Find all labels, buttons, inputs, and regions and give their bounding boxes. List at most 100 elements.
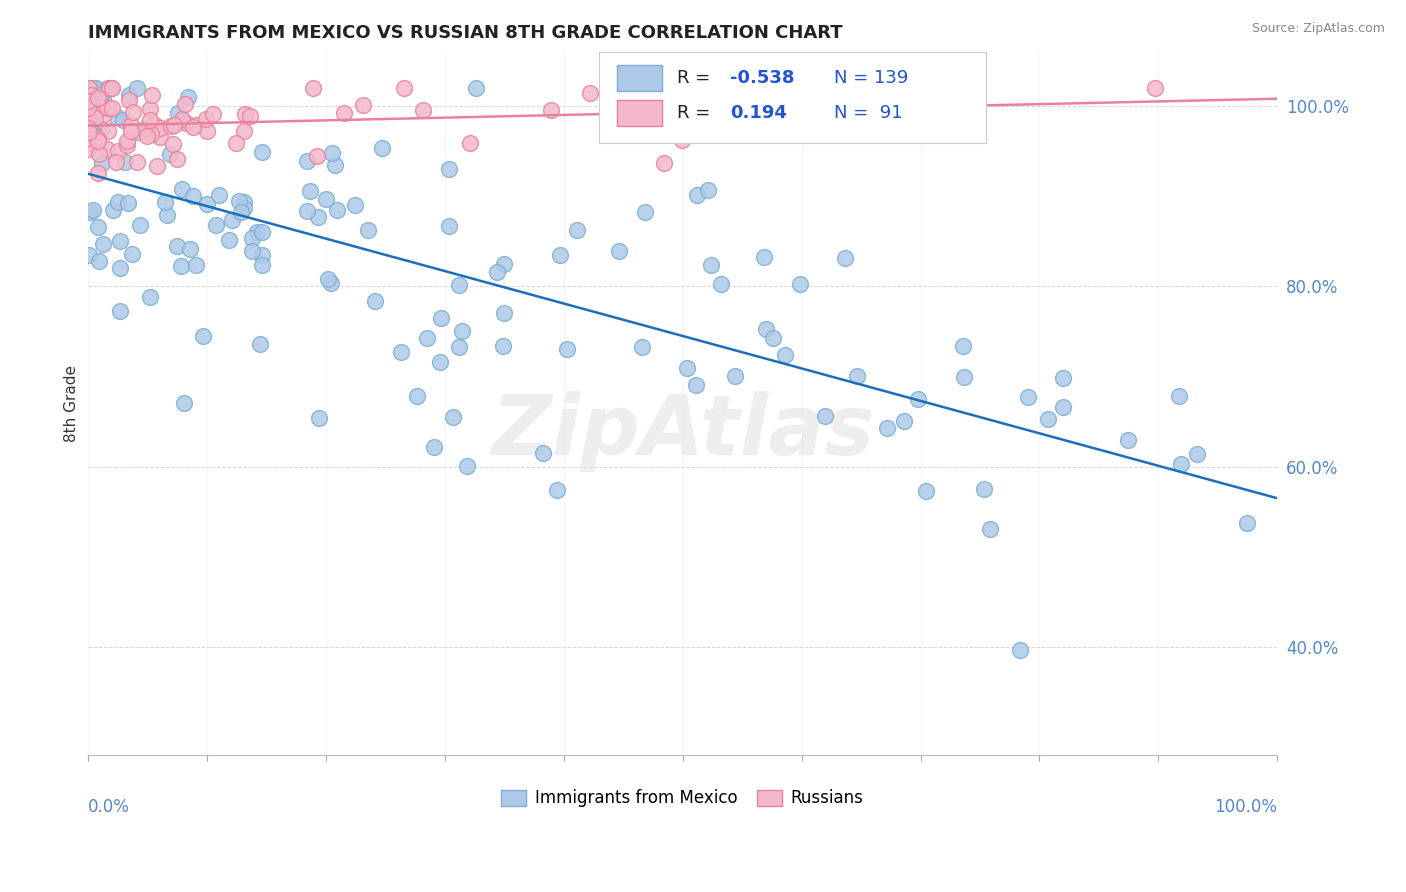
Point (170, 112, 193, 127)
Point (242, 231, 264, 245)
Point (160, 120, 183, 134)
Text: 0.194: 0.194 (730, 104, 787, 122)
Point (104, 155, 127, 169)
Point (127, 81, 149, 95)
Point (540, 103, 562, 117)
Point (789, 277, 811, 291)
Point (179, 242, 201, 256)
Point (221, 212, 243, 227)
Point (120, 123, 142, 137)
Point (86, 166, 108, 180)
Point (107, 195, 129, 210)
Point (191, 329, 214, 343)
Point (87, 134, 110, 148)
Point (389, 344, 412, 359)
Point (658, 91, 681, 105)
Point (755, 322, 778, 336)
Point (447, 277, 470, 292)
Point (846, 369, 869, 384)
Point (232, 195, 254, 210)
Point (302, 81, 325, 95)
Point (747, 120, 769, 134)
Point (177, 89, 200, 103)
Point (849, 114, 872, 128)
Point (546, 483, 568, 498)
Point (138, 112, 160, 127)
Point (145, 118, 167, 132)
Point (666, 112, 689, 126)
Point (456, 458, 478, 473)
Point (952, 369, 974, 384)
Point (82, 136, 104, 151)
Point (100, 81, 122, 95)
Point (607, 244, 630, 259)
Point (834, 251, 856, 265)
Point (876, 421, 898, 435)
Point (122, 105, 145, 120)
Point (316, 271, 339, 285)
Point (108, 303, 131, 318)
Point (364, 293, 387, 308)
Point (233, 107, 256, 121)
Point (754, 250, 776, 264)
FancyBboxPatch shape (599, 52, 986, 144)
Point (184, 118, 207, 132)
Point (915, 484, 938, 499)
Point (344, 198, 367, 212)
Point (357, 223, 380, 237)
Point (907, 392, 929, 406)
Point (724, 369, 747, 384)
Point (87, 220, 110, 235)
Point (146, 159, 169, 173)
Point (98, 81, 121, 95)
Text: N =  91: N = 91 (834, 104, 903, 122)
Point (80, 95, 103, 109)
Point (77, 248, 100, 262)
Point (156, 208, 179, 222)
Point (173, 396, 195, 410)
Point (172, 113, 194, 128)
Point (634, 205, 657, 219)
Point (308, 410, 330, 425)
Point (77, 81, 100, 95)
Point (84, 81, 107, 95)
Point (163, 118, 186, 132)
Point (96, 101, 118, 115)
Text: R =: R = (676, 69, 716, 87)
Point (186, 258, 208, 272)
Point (441, 410, 464, 425)
Point (108, 261, 131, 276)
Point (115, 134, 138, 148)
Point (97, 81, 120, 95)
Point (194, 112, 217, 126)
Point (82, 202, 104, 217)
Point (1236, 516, 1258, 530)
Point (141, 87, 163, 102)
Point (762, 331, 785, 345)
Point (305, 148, 328, 162)
Point (153, 195, 176, 210)
Point (101, 101, 124, 115)
Point (166, 238, 188, 252)
Point (195, 124, 218, 138)
Point (1052, 400, 1074, 414)
Point (76, 142, 98, 156)
Point (231, 204, 253, 219)
Point (91, 156, 114, 170)
Point (96, 124, 118, 138)
Point (628, 102, 651, 116)
Point (170, 182, 193, 196)
Point (77, 81, 100, 95)
Point (149, 121, 172, 136)
Point (893, 414, 915, 428)
Point (1168, 389, 1191, 403)
Point (699, 259, 721, 273)
Point (205, 218, 228, 232)
Point (77, 96, 100, 111)
Point (696, 183, 718, 197)
Point (1170, 457, 1192, 471)
Point (121, 247, 143, 261)
Text: N = 139: N = 139 (834, 69, 908, 87)
Point (108, 234, 131, 248)
Point (1144, 81, 1167, 95)
